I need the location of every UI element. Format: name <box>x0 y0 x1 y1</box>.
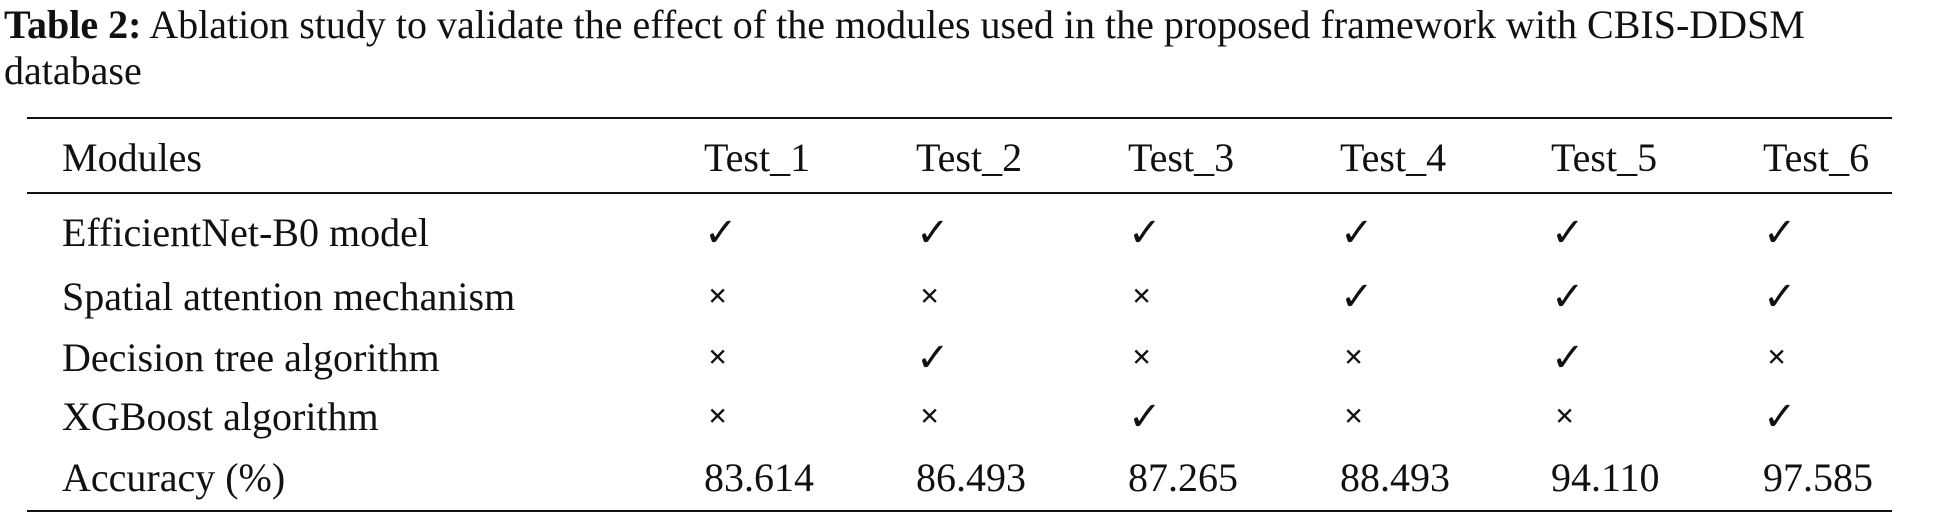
table-cell: × <box>1132 278 1152 315</box>
header-rule <box>27 192 1892 194</box>
header-cell: Test_2 <box>916 135 1023 180</box>
caption-label: Table 2: <box>4 2 142 47</box>
table-cell: ✓ <box>1551 335 1585 380</box>
header-cell: Test_6 <box>1763 135 1870 180</box>
header-cell: Test_5 <box>1551 135 1658 180</box>
table-cell: ✓ <box>1763 394 1797 439</box>
table-cell: 88.493 <box>1340 455 1450 500</box>
header-cell: Test_4 <box>1340 135 1447 180</box>
table-cell: ✓ <box>1340 210 1374 255</box>
table-cell: × <box>920 278 940 315</box>
header-cell: Test_3 <box>1128 135 1235 180</box>
table-cell: ✓ <box>1763 210 1797 255</box>
table-cell: × <box>1132 339 1152 376</box>
header-cell: Modules <box>62 135 202 180</box>
table-cell: ✓ <box>1128 394 1162 439</box>
table-cell: 94.110 <box>1551 455 1660 500</box>
top-rule <box>27 117 1892 119</box>
table-cell: ✓ <box>1128 210 1162 255</box>
row-label: XGBoost algorithm <box>62 394 379 439</box>
row-label: Spatial attention mechanism <box>62 274 516 319</box>
table-cell: × <box>1344 398 1364 435</box>
table-cell: ✓ <box>1551 274 1585 319</box>
bottom-rule <box>27 510 1892 512</box>
table-cell: × <box>1767 339 1787 376</box>
table-cell: ✓ <box>704 210 738 255</box>
table-cell: ✓ <box>916 210 950 255</box>
table-cell: ✓ <box>1551 210 1585 255</box>
table-cell: × <box>1555 398 1575 435</box>
caption-text: Ablation study to validate the effect of… <box>4 2 1805 93</box>
table-cell: × <box>708 278 728 315</box>
caption: Table 2: Ablation study to validate the … <box>4 2 1950 94</box>
table-cell: ✓ <box>916 335 950 380</box>
table-cell: ✓ <box>1340 274 1374 319</box>
table-cell: × <box>708 339 728 376</box>
row-label: Accuracy (%) <box>62 455 286 500</box>
table-cell: × <box>708 398 728 435</box>
table-cell: 86.493 <box>916 455 1026 500</box>
table-cell: 87.265 <box>1128 455 1238 500</box>
row-label: Decision tree algorithm <box>62 335 440 380</box>
header-cell: Test_1 <box>704 135 811 180</box>
table-cell: ✓ <box>1763 274 1797 319</box>
table-cell: × <box>920 398 940 435</box>
table-cell: 97.585 <box>1763 455 1873 500</box>
table-cell: 83.614 <box>704 455 814 500</box>
row-label: EfficientNet-B0 model <box>62 210 429 255</box>
table-cell: × <box>1344 339 1364 376</box>
